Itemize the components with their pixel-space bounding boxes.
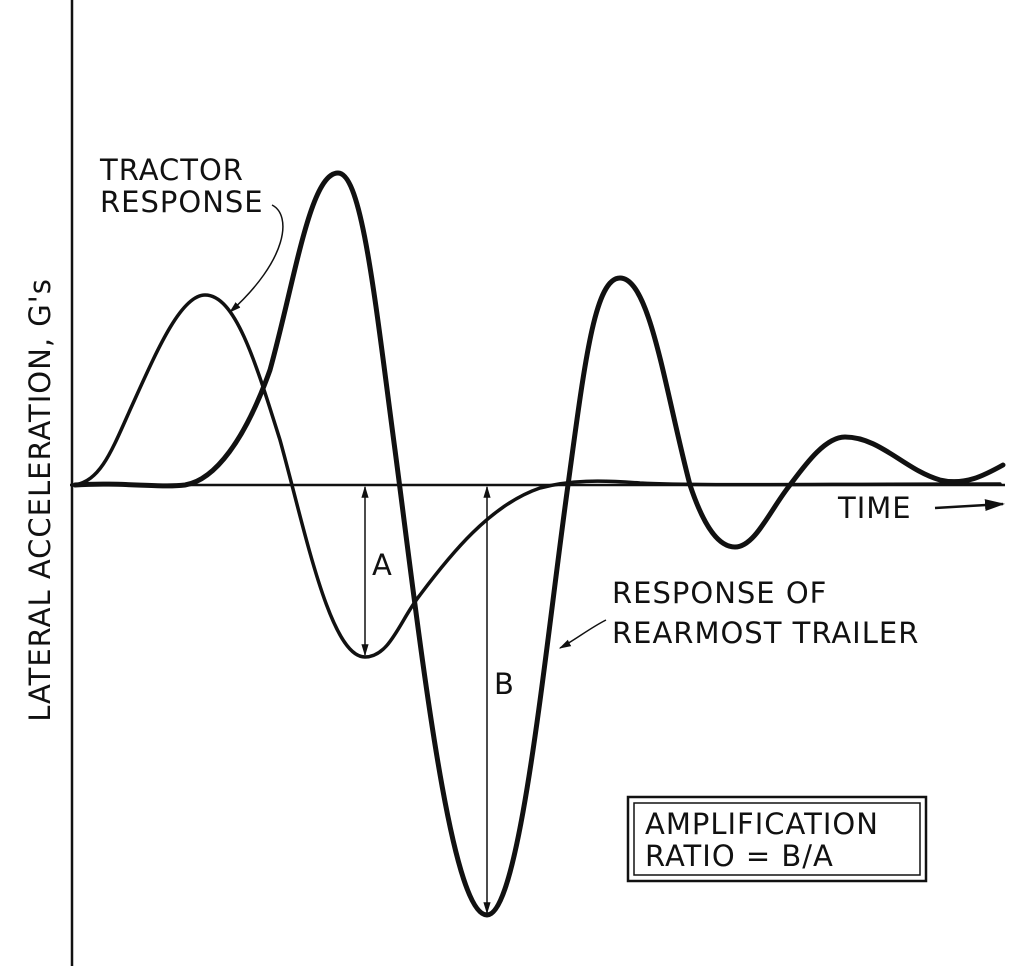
x-axis-label: TIME [837, 491, 912, 525]
ratio-box [626, 795, 928, 883]
tractor-label: RESPONSE [100, 185, 264, 219]
time-arrow [934, 499, 1005, 512]
tractor-leader [229, 204, 284, 313]
trailer-label: REARMOST TRAILER [612, 616, 919, 650]
ratio-text: AMPLIFICATION [645, 807, 879, 841]
a-label: A [372, 548, 393, 582]
y-axis-label: LATERAL ACCELERATION, G's [23, 278, 57, 722]
trailer-leader [558, 619, 607, 649]
tractor-label: TRACTOR [99, 153, 244, 187]
ratio-text: RATIO = B/A [645, 839, 834, 873]
ratio-box-inner [633, 802, 921, 876]
trailer-curve [72, 170, 1006, 918]
tractor-curve [73, 293, 1002, 659]
trailer-label: RESPONSE OF [612, 576, 827, 610]
b-label: B [494, 667, 515, 701]
